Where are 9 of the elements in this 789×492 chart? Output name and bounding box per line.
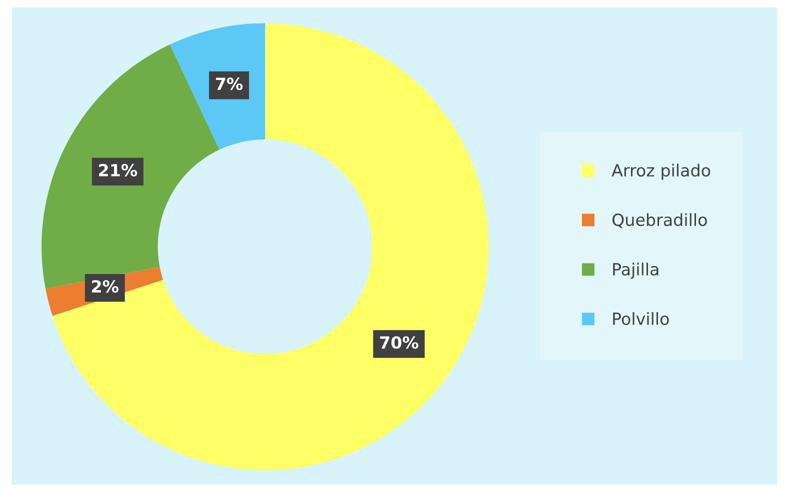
data-label: 70% (380, 336, 418, 349)
data-label: 2% (92, 280, 118, 293)
data-label: 7% (216, 78, 243, 90)
legend-label: Arroz pilado (612, 164, 710, 180)
legend-label: Quebradillo (612, 213, 707, 228)
data-label: 21% (99, 164, 138, 176)
legend-label: Polvillo (613, 312, 669, 326)
legend-label: Pajilla (613, 262, 658, 279)
donut-slice (52, 23, 489, 470)
